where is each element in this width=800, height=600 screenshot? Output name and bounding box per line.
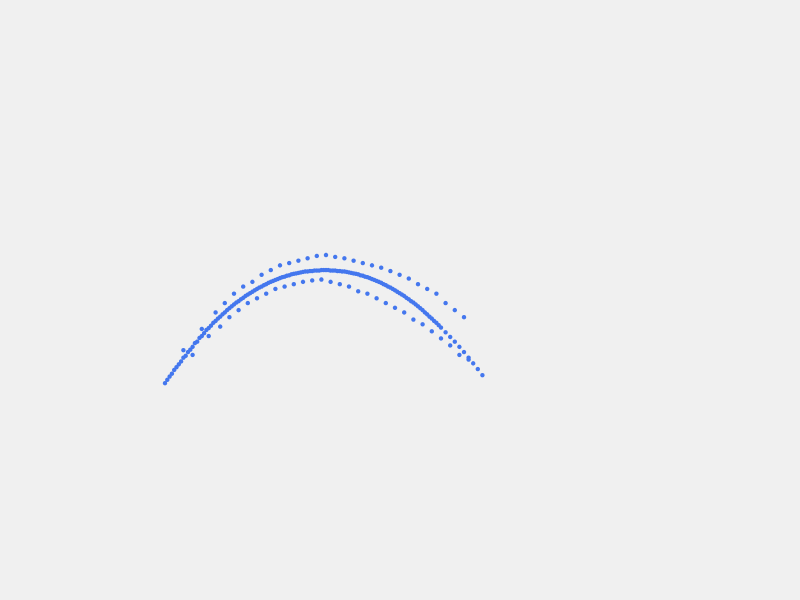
scatter-point xyxy=(291,282,296,287)
scatter-point xyxy=(420,322,425,327)
scatter-point xyxy=(236,307,241,313)
scatter-point xyxy=(480,372,485,378)
scatter-point xyxy=(206,333,211,339)
scatter-point xyxy=(245,300,250,306)
scatter-point xyxy=(241,284,246,289)
scatter-point xyxy=(466,357,471,362)
scatter-point xyxy=(190,352,195,358)
scatter-point xyxy=(300,279,306,285)
scatter-point xyxy=(314,253,319,259)
points-layer xyxy=(162,252,485,386)
scatter-point xyxy=(365,291,370,296)
scatter-point xyxy=(443,300,448,306)
scatter-point xyxy=(406,276,411,281)
scatter-point xyxy=(264,291,269,296)
scatter-point xyxy=(181,347,186,353)
scatter-point xyxy=(342,256,347,261)
scatter-point xyxy=(415,282,421,287)
scatter-point xyxy=(388,268,393,274)
scatter-point xyxy=(333,254,338,260)
scatter-point xyxy=(319,277,324,282)
scatter-point xyxy=(457,352,462,358)
scatter-point xyxy=(162,380,168,386)
scatter-point xyxy=(383,300,388,306)
scatter-point xyxy=(392,305,398,310)
scatter-point xyxy=(227,315,232,320)
scatter-point xyxy=(429,329,434,334)
scatter-point xyxy=(222,300,227,306)
scatter-point xyxy=(374,296,379,301)
scatter-point xyxy=(397,272,402,277)
scatter-point xyxy=(425,286,430,292)
scatter-point xyxy=(310,278,315,283)
scatter-point xyxy=(328,279,333,285)
scatter-point xyxy=(448,343,453,348)
scatter-point xyxy=(305,256,310,261)
scatter-point xyxy=(438,336,444,341)
scatter-point xyxy=(461,315,467,320)
scatter-point xyxy=(165,377,170,383)
scatter-point xyxy=(356,289,361,294)
scatter-point xyxy=(434,291,439,296)
scatter-point xyxy=(411,317,416,322)
scatter-point xyxy=(452,339,457,344)
scatter-point xyxy=(360,260,365,266)
scatter-point xyxy=(296,258,301,263)
scatter-point xyxy=(438,325,444,330)
scatter-point xyxy=(195,339,200,344)
scatter-point xyxy=(190,344,195,350)
scatter-point xyxy=(273,286,278,292)
scatter-point xyxy=(287,260,292,266)
scatter-point xyxy=(254,296,260,301)
scatter-point xyxy=(448,334,453,340)
scatter-point xyxy=(201,331,207,336)
scatter-point xyxy=(268,267,273,273)
scatter-point xyxy=(452,307,457,313)
scatter-point xyxy=(461,349,467,355)
scatter-point xyxy=(402,310,407,315)
scatter-point xyxy=(183,353,188,359)
scatter-point xyxy=(169,371,175,376)
scatter-point xyxy=(218,324,223,329)
scatter-point xyxy=(178,359,184,364)
scatter-point xyxy=(277,263,283,268)
scatter-point xyxy=(346,284,352,289)
scatter-point xyxy=(351,258,356,263)
scatter-point xyxy=(259,272,264,277)
scatter-point xyxy=(457,344,462,350)
scatter-point xyxy=(282,284,287,289)
scatter-point xyxy=(231,291,237,296)
scatter-point xyxy=(471,361,476,366)
scatter-point xyxy=(337,282,342,287)
scatter-point xyxy=(323,252,329,258)
scatter-point xyxy=(199,326,204,332)
scatter-point xyxy=(379,265,384,270)
scatter-point xyxy=(475,366,480,372)
scatter-point xyxy=(250,279,255,285)
scatter-point xyxy=(369,263,375,268)
scatter-point xyxy=(213,310,218,315)
scatter-point xyxy=(443,330,448,335)
